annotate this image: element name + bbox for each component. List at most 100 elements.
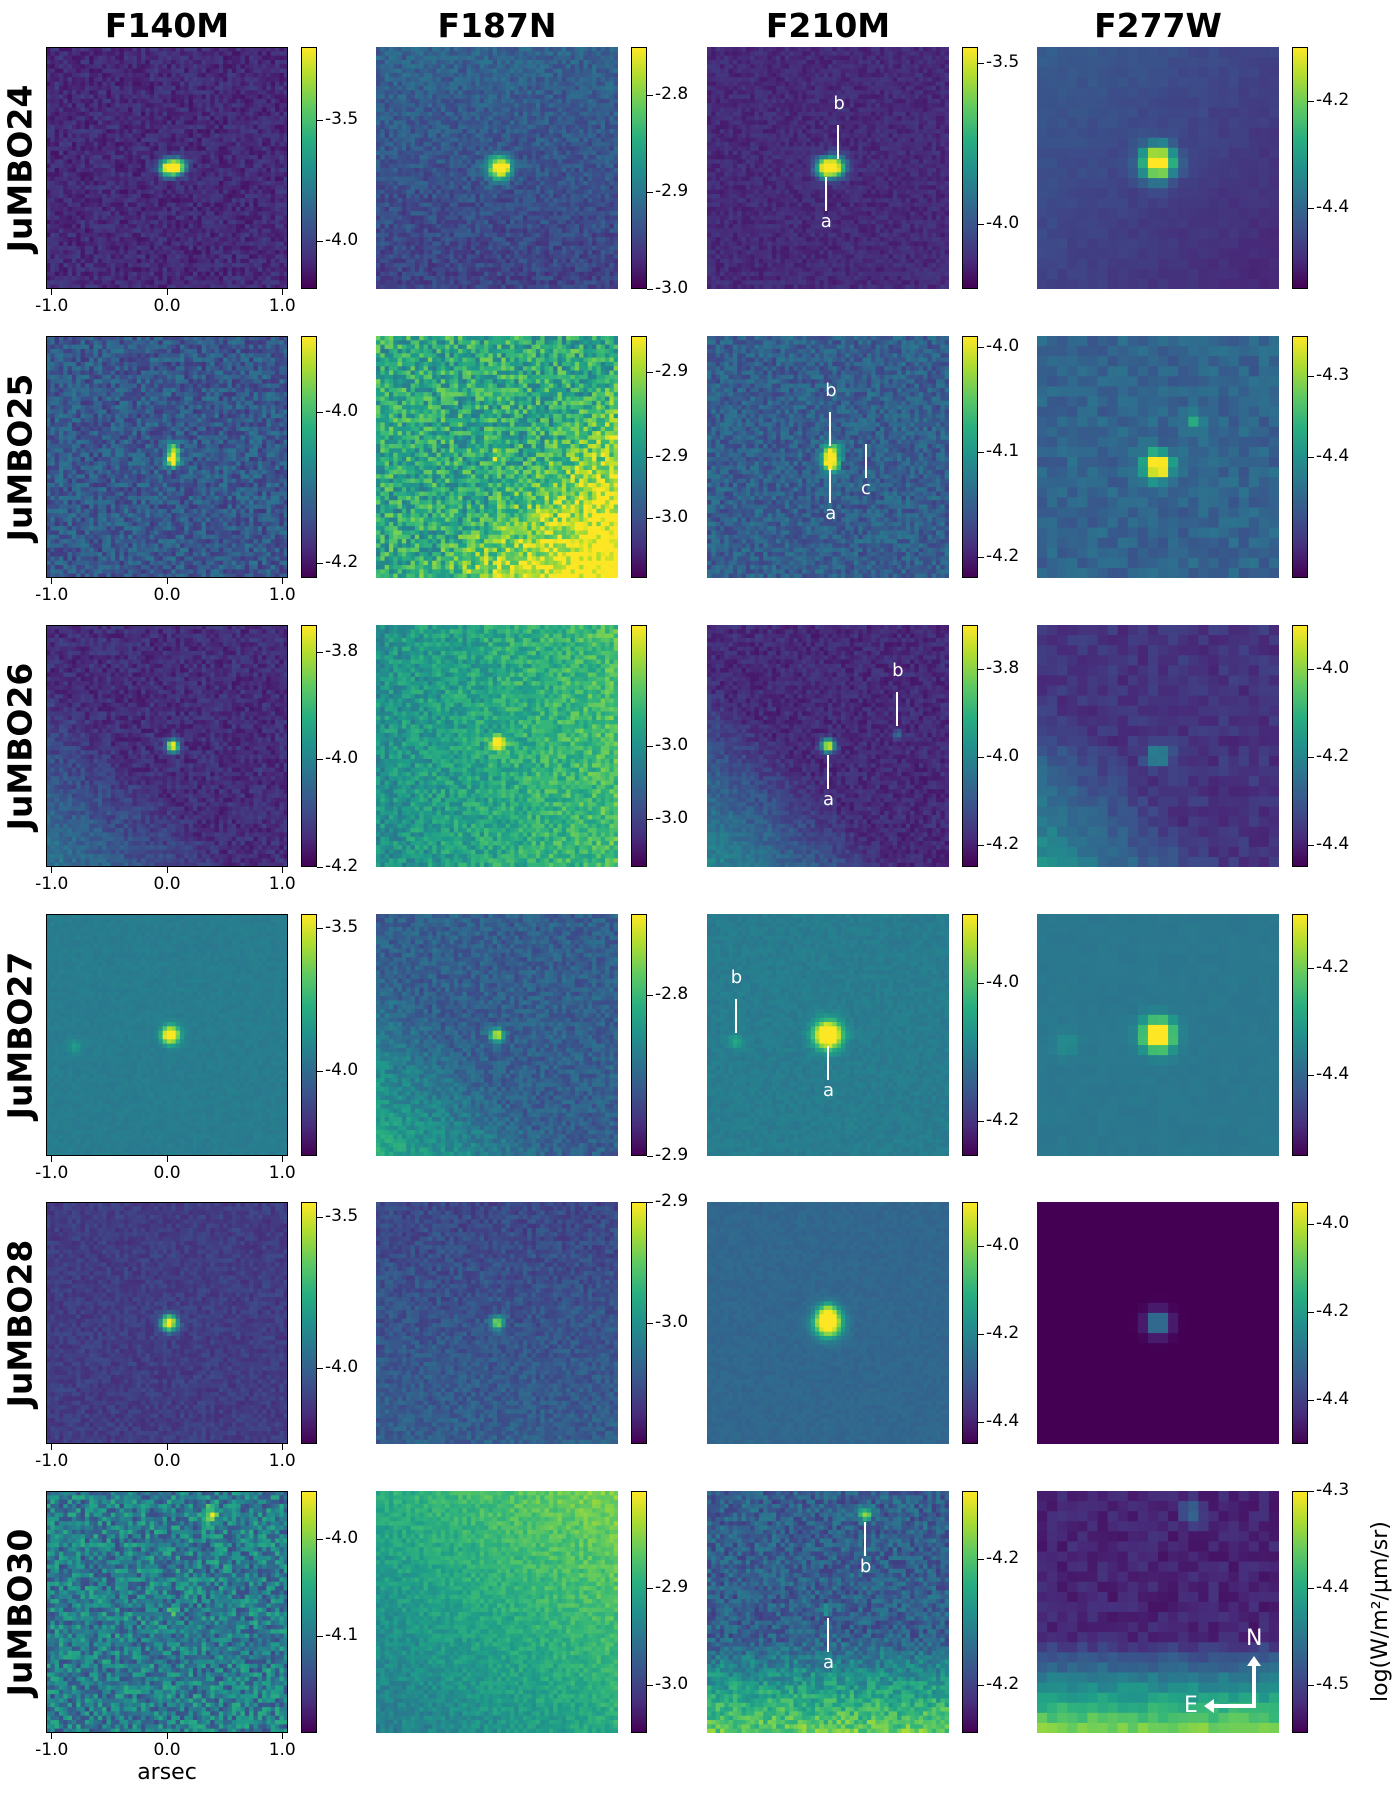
colorbar <box>301 914 317 1156</box>
colorbar <box>301 47 317 289</box>
colorbar-tick <box>978 224 984 225</box>
colorbar-tick-label: -4.2 <box>325 858 358 875</box>
colorbar-tick <box>317 1217 323 1218</box>
image-pixels <box>1037 47 1279 289</box>
x-tick-label: 0.0 <box>142 298 192 315</box>
colorbar-tick <box>1308 968 1314 969</box>
colorbar-tick <box>1308 1588 1314 1589</box>
column-title: F140M <box>27 6 307 45</box>
row-title-text: JuMBO30 <box>1 1528 40 1696</box>
x-tick <box>282 867 283 873</box>
colorbar-tick-label: -4.4 <box>1316 448 1349 465</box>
image-panel <box>1037 47 1279 289</box>
annotation-label: a <box>821 213 832 231</box>
colorbar <box>962 47 978 289</box>
colorbar-tick-label: -4.2 <box>986 1325 1019 1342</box>
annotation-line <box>896 692 898 726</box>
colorbar-tick <box>978 1121 984 1122</box>
colorbar-tick <box>978 1334 984 1335</box>
colorbar-tick <box>317 652 323 653</box>
colorbar-tick-label: -2.8 <box>655 86 688 103</box>
row-title-text: JuMBO25 <box>1 373 40 541</box>
colorbar-tick-label: -4.2 <box>1316 959 1349 976</box>
colorbar-tick-label: -4.0 <box>986 974 1019 991</box>
colorbar-tick-label: -4.0 <box>325 1062 358 1079</box>
annotation-label: a <box>823 1654 834 1672</box>
annotation-label: b <box>825 382 836 400</box>
image-panel <box>376 47 618 289</box>
colorbar-tick <box>1308 757 1314 758</box>
row-title: JuMBO30 <box>0 1472 40 1752</box>
x-tick <box>51 578 52 584</box>
row-title-text: JuMBO28 <box>1 1239 40 1407</box>
colorbar <box>631 1491 647 1733</box>
colorbar <box>962 1202 978 1444</box>
colorbar-tick-label: -4.4 <box>1316 836 1349 853</box>
x-tick <box>282 1444 283 1450</box>
colorbar-tick <box>1308 845 1314 846</box>
annotation-line <box>829 412 831 446</box>
colorbar-tick <box>978 757 984 758</box>
x-tick <box>282 289 283 295</box>
image-pixels <box>376 914 618 1156</box>
colorbar-tick-label: -4.5 <box>1316 1676 1349 1693</box>
colorbar-tick-label: -2.9 <box>655 183 688 200</box>
x-tick-label: -1.0 <box>27 587 77 604</box>
colorbar-tick <box>647 995 653 996</box>
colorbar-tick-label: -3.0 <box>655 810 688 827</box>
compass-east-label: E <box>1184 1695 1198 1717</box>
colorbar-tick-label: -4.2 <box>986 1112 1019 1129</box>
colorbar-tick <box>647 1685 653 1686</box>
image-panel <box>46 1491 288 1733</box>
colorbar-tick <box>317 412 323 413</box>
image-panel <box>376 625 618 867</box>
image-pixels <box>376 47 618 289</box>
image-panel <box>1037 1202 1279 1444</box>
colorbar-tick-label: -2.9 <box>655 1193 688 1210</box>
colorbar-tick-label: -3.0 <box>655 737 688 754</box>
row-title: JuMBO27 <box>0 895 40 1175</box>
x-tick <box>167 1444 168 1450</box>
colorbar-tick-label: -3.5 <box>325 1208 358 1225</box>
annotation-label: b <box>892 662 903 680</box>
colorbar <box>631 1202 647 1444</box>
colorbar <box>631 625 647 867</box>
colorbar-tick <box>647 1323 653 1324</box>
image-pixels <box>1037 336 1279 578</box>
colorbar-tick <box>978 845 984 846</box>
row-title: JuMBO25 <box>0 317 40 597</box>
image-pixels <box>376 1202 618 1444</box>
colorbar-tick-label: -4.0 <box>325 232 358 249</box>
colorbar-tick-label: -3.0 <box>655 509 688 526</box>
image-pixels <box>707 47 949 289</box>
x-tick-label: -1.0 <box>27 1165 77 1182</box>
colorbar-tick-label: -4.2 <box>325 554 358 571</box>
colorbar-tick-label: -4.4 <box>1316 199 1349 216</box>
image-pixels <box>46 336 288 578</box>
x-tick <box>51 867 52 873</box>
colorbar-tick-label: -4.0 <box>1316 1215 1349 1232</box>
colorbar-tick <box>978 63 984 64</box>
colorbar-tick-label: -4.1 <box>986 443 1019 460</box>
compass-north-label: N <box>1246 1628 1262 1650</box>
image-panel <box>376 1202 618 1444</box>
colorbar-tick-label: -4.3 <box>1316 367 1349 384</box>
image-panel <box>376 1491 618 1733</box>
x-tick <box>282 578 283 584</box>
colorbar-tick <box>317 563 323 564</box>
image-pixels <box>707 1202 949 1444</box>
colorbar-tick <box>978 347 984 348</box>
image-panel <box>46 914 288 1156</box>
colorbar-tick <box>647 518 653 519</box>
image-panel <box>46 47 288 289</box>
x-tick <box>167 867 168 873</box>
annotation-label: a <box>823 1082 834 1100</box>
colorbar-tick <box>647 192 653 193</box>
colorbar-tick <box>317 1071 323 1072</box>
annotation-label: b <box>860 1558 871 1576</box>
colorbar-tick <box>1308 1075 1314 1076</box>
colorbar-tick <box>978 557 984 558</box>
row-title-text: JuMBO27 <box>1 951 40 1119</box>
colorbar <box>962 336 978 578</box>
annotation-line <box>865 444 867 478</box>
